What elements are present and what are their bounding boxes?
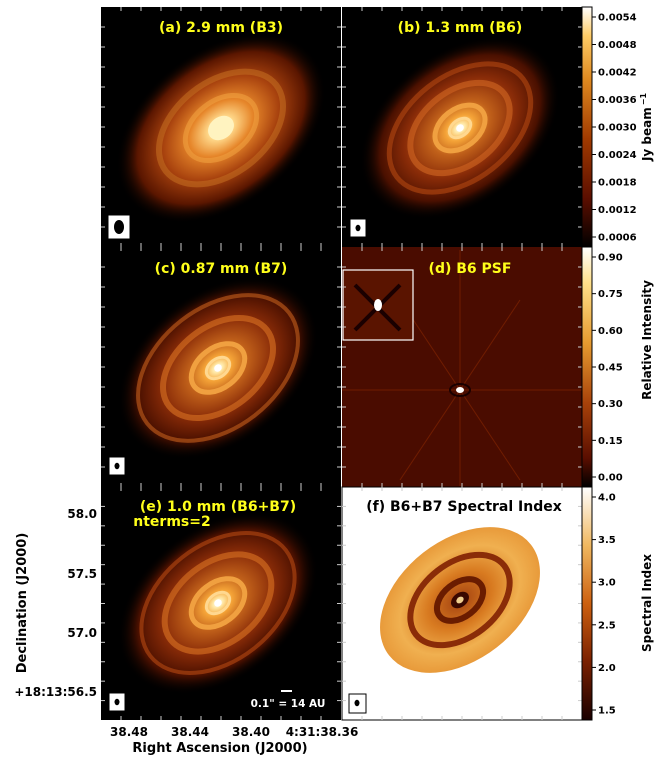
colorbar-psf-ticks: 0.90 0.75 0.60 0.45 0.30 0.15 0.00 <box>592 253 623 484</box>
colorbar-tick-label: 3.5 <box>598 535 616 546</box>
colorbar-index-label: Spectral Index <box>640 554 654 652</box>
colorbar-psf <box>581 246 593 488</box>
colorbar-tick-label: 0.90 <box>598 253 623 264</box>
y-tick-label: 57.5 <box>67 567 97 581</box>
x-tick-labels: 38.48 38.44 38.40 4:31:38.36 <box>110 725 358 739</box>
panel-label-e-nterms: nterms=2 <box>133 514 210 530</box>
y-tick-label: 57.0 <box>67 626 97 640</box>
colorbar-tick-label: 2.0 <box>598 663 616 674</box>
x-tick-label: 38.40 <box>232 725 270 739</box>
colorbar-tick-label: 0.60 <box>598 326 623 337</box>
panel-label-a: (a) 2.9 mm (B3) <box>159 20 283 36</box>
beam-c <box>108 456 126 476</box>
colorbar-index <box>581 486 593 721</box>
colorbar-tick-label: 0.75 <box>598 289 623 300</box>
scale-bar-label: 0.1" = 14 AU <box>251 698 326 710</box>
colorbar-tick-label: 0.15 <box>598 436 623 447</box>
x-tick-label: 4:31:38.36 <box>286 725 359 739</box>
colorbar-psf-label: Relative Intensity <box>640 280 654 400</box>
colorbar-flux-ticks: 0.0054 0.0048 0.0042 0.0036 0.0030 0.0024 0.00… <box>592 13 637 244</box>
colorbar-tick-label: 0.45 <box>598 363 623 374</box>
colorbar-flux <box>581 6 593 248</box>
x-tick-label: 38.44 <box>171 725 209 739</box>
colorbar-tick-label: 0.0048 <box>598 40 637 51</box>
psf-image <box>342 250 582 486</box>
disk-image-c <box>118 276 318 460</box>
colorbar-tick-label: 0.30 <box>598 399 623 410</box>
colorbar-tick-label: 0.0036 <box>598 95 637 106</box>
beam-b <box>349 218 367 238</box>
colorbar-flux-label: Jy beam−1 <box>639 93 654 163</box>
colorbar-tick-label: 0.0042 <box>598 68 637 79</box>
panel-label-e: (e) 1.0 mm (B6+B7) <box>140 499 296 515</box>
spectral-index-image <box>380 527 540 673</box>
disk-image-a <box>116 32 326 224</box>
colorbar-tick-label: 0.00 <box>598 473 623 484</box>
colorbar-tick-label: 0.0054 <box>598 13 637 24</box>
panel-label-b: (b) 1.3 mm (B6) <box>398 20 523 36</box>
beam-e <box>108 692 126 712</box>
beam-f <box>348 693 367 714</box>
colorbar-tick-label: 0.0018 <box>598 178 637 189</box>
panel-label-f: (f) B6+B7 Spectral Index <box>366 499 562 515</box>
colorbar-tick-label: 1.5 <box>598 706 616 717</box>
beam-a <box>107 214 131 240</box>
panel-label-d: (d) B6 PSF <box>429 261 512 277</box>
colorbar-tick-label: 0.0012 <box>598 205 637 216</box>
y-axis-label: Declination (J2000) <box>15 533 30 674</box>
y-tick-labels: 58.0 57.5 57.0 +18:13:56.5 <box>14 507 97 699</box>
y-tick-label: +18:13:56.5 <box>14 685 97 699</box>
colorbar-tick-label: 0.0030 <box>598 123 637 134</box>
panel-label-c: (c) 0.87 mm (B7) <box>155 261 288 277</box>
colorbar-index-ticks: 4.0 3.5 3.0 2.5 2.0 1.5 <box>592 493 616 717</box>
colorbar-tick-label: 3.0 <box>598 578 616 589</box>
y-tick-label: 58.0 <box>67 507 97 521</box>
disk-image-b <box>360 36 560 220</box>
panel-tick-marks <box>101 7 582 720</box>
colorbar-tick-label: 0.0006 <box>598 233 637 244</box>
colorbar-tick-label: 4.0 <box>598 493 616 504</box>
colorbar-tick-label: 2.5 <box>598 620 616 631</box>
colorbar-tick-label: 0.0024 <box>598 150 637 161</box>
x-axis-label: Right Ascension (J2000) <box>132 741 307 756</box>
disk-image-e <box>118 511 318 695</box>
x-tick-label: 38.48 <box>110 725 148 739</box>
